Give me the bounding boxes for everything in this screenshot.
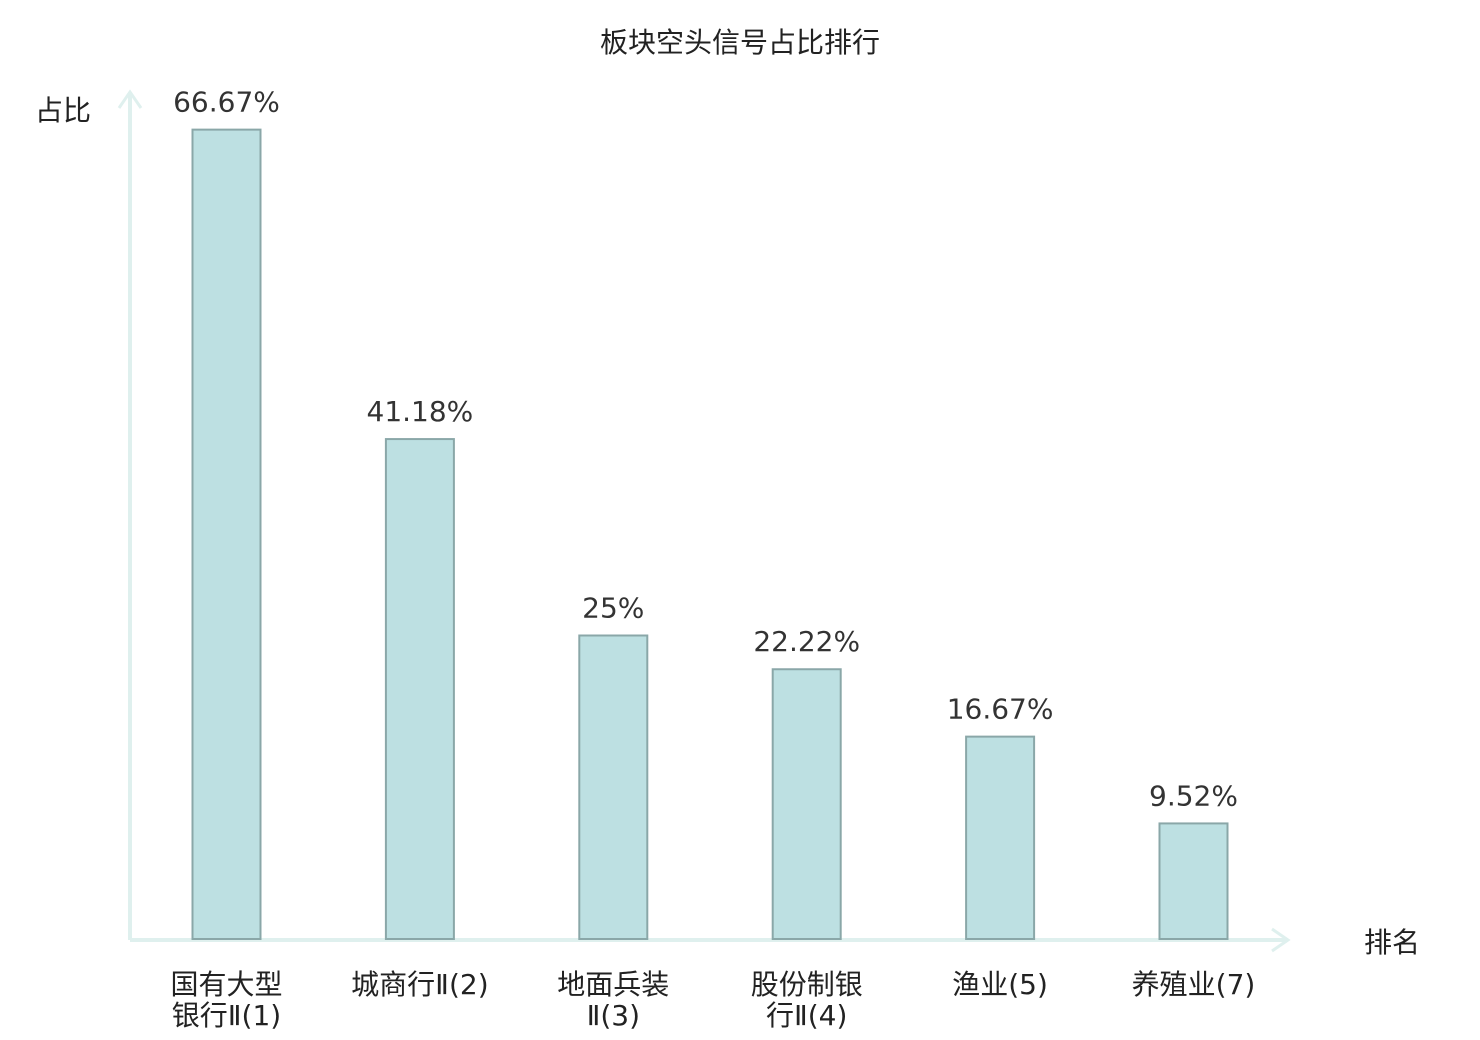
bar-value-label: 16.67% [947, 693, 1054, 726]
x-tick-label: 养殖业(7) [1132, 968, 1256, 1001]
bar-value-label: 66.67% [173, 86, 280, 119]
chart-title: 板块空头信号占比排行 [600, 26, 880, 59]
x-tick-label: 国有大型银行Ⅱ(1) [170, 968, 282, 1032]
x-tick-label: 城商行Ⅱ(2) [351, 968, 488, 1001]
x-tick-label-line: 地面兵装 [557, 968, 669, 1001]
bar-value-label: 41.18% [367, 395, 474, 428]
x-tick-label-line: 国有大型 [170, 968, 282, 1001]
x-tick-label-line: 股份制银 [751, 968, 863, 1001]
bar [965, 735, 1036, 941]
bar-value-label: 9.52% [1149, 779, 1238, 812]
x-tick-label-line: 银行Ⅱ(1) [172, 999, 281, 1032]
y-axis-label: 占比 [35, 94, 91, 127]
x-axis [130, 927, 1291, 953]
y-axis [117, 89, 143, 940]
bar [191, 128, 262, 940]
x-tick-label-line: 城商行Ⅱ(2) [351, 968, 488, 1001]
bar [384, 438, 455, 940]
x-axis-label: 排名 [1364, 926, 1420, 959]
bars-group [191, 128, 1229, 941]
x-tick-label-line: 行Ⅱ(4) [766, 999, 847, 1032]
bar [771, 668, 842, 940]
category-labels-group: 国有大型银行Ⅱ(1) 城商行Ⅱ(2) 地面兵装 Ⅱ(3) 股份制银行Ⅱ(4) 渔业(5) 养… [170, 968, 1255, 1032]
x-tick-label-line: Ⅱ(3) [587, 999, 640, 1032]
x-tick-label-line: 渔业(5) [952, 968, 1048, 1001]
x-tick-label: 股份制银行Ⅱ(4) [751, 968, 863, 1032]
bar-value-label: 25% [582, 592, 644, 625]
x-tick-label-line: 养殖业(7) [1132, 968, 1256, 1001]
x-tick-label: 地面兵装 Ⅱ(3) [557, 968, 669, 1032]
bar-value-label: 22.22% [753, 625, 860, 658]
value-labels-group: 66.67% 41.18% 25% 22.22% 16.67% 9.52% [173, 86, 1238, 813]
x-tick-label: 渔业(5) [952, 968, 1048, 1001]
bar [1158, 822, 1229, 940]
bar [578, 634, 649, 940]
